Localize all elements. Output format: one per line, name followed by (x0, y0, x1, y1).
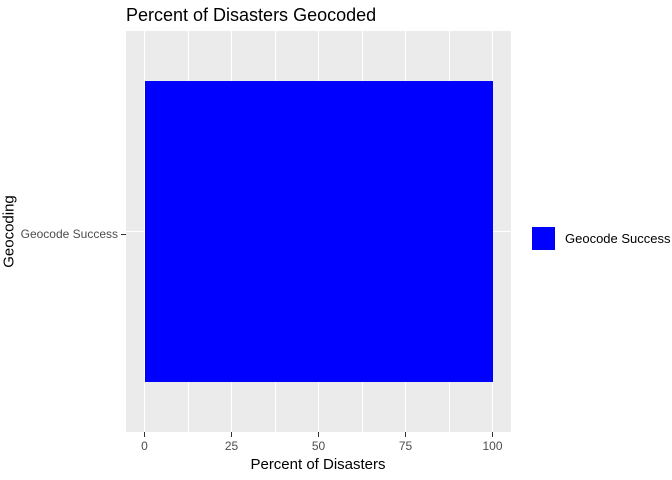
x-tick-mark (231, 432, 232, 437)
x-tick-mark (318, 432, 319, 437)
x-tick-label: 100 (482, 439, 503, 453)
x-tick-mark (492, 432, 493, 437)
y-tick-label: Geocode Success (20, 227, 118, 241)
x-tick-label: 25 (224, 439, 239, 453)
chart-title: Percent of Disasters Geocoded (126, 5, 377, 25)
x-tick-label: 0 (141, 439, 148, 453)
y-tick-mark (121, 234, 126, 235)
x-tick-label: 75 (398, 439, 413, 453)
legend-key-swatch (532, 227, 555, 250)
legend-label: Geocode Success (565, 231, 671, 246)
x-axis-title: Percent of Disasters (250, 456, 386, 473)
plot-panel (126, 31, 511, 432)
bar-geocode-success (144, 81, 493, 382)
x-tick-mark (405, 432, 406, 437)
x-tick-label: 50 (311, 439, 326, 453)
x-tick-mark (144, 432, 145, 437)
y-axis-title: Geocoding (0, 195, 18, 268)
